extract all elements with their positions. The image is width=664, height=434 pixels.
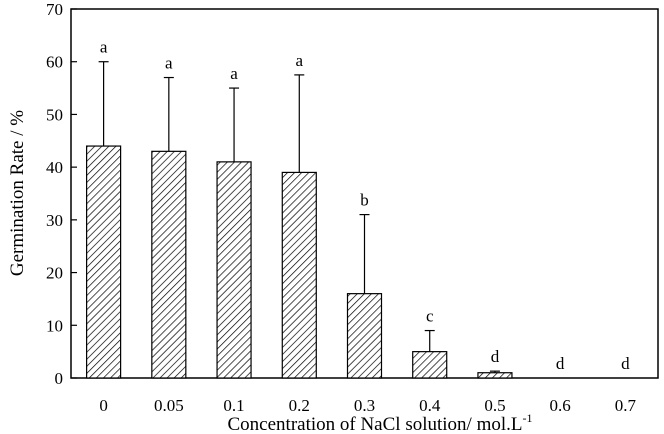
y-axis-ticks: 0 10 20 30 40 50 60 70 <box>46 0 77 388</box>
bar <box>346 293 383 379</box>
significance-label: b <box>360 191 369 210</box>
x-tick-label: 0.3 <box>354 396 375 415</box>
x-tick-label: 0.05 <box>154 396 184 415</box>
y-tick-label: 40 <box>46 158 63 177</box>
y-tick-label: 20 <box>46 264 63 283</box>
x-tick-label: 0.1 <box>223 396 244 415</box>
y-tick-label: 60 <box>46 53 63 72</box>
bar <box>216 161 252 379</box>
x-tick-label: 0.6 <box>550 396 571 415</box>
y-tick-label: 50 <box>46 105 63 124</box>
bar <box>151 150 187 379</box>
bar <box>412 351 448 379</box>
significance-label: d <box>621 354 630 373</box>
significance-label: d <box>491 347 500 366</box>
x-axis-ticks: 0 0.05 0.1 0.2 0.3 0.4 0.5 0.6 0.7 <box>99 396 636 415</box>
significance-label: a <box>100 38 108 57</box>
x-tick-label: 0 <box>99 396 108 415</box>
x-axis-title-superscript: -1 <box>523 411 533 425</box>
significance-label: c <box>426 307 434 326</box>
significance-label: a <box>230 64 238 83</box>
x-tick-label: 0.2 <box>289 396 310 415</box>
y-tick-label: 0 <box>55 369 64 388</box>
bar <box>86 145 122 379</box>
bars: a a a a b c d d d <box>86 38 630 379</box>
y-tick-label: 10 <box>46 316 63 335</box>
bar <box>281 171 317 379</box>
bar <box>477 372 513 379</box>
y-tick-label: 30 <box>46 211 63 230</box>
y-tick-label: 70 <box>46 0 63 19</box>
x-tick-label: 0.7 <box>615 396 637 415</box>
significance-label: d <box>556 354 565 373</box>
y-axis-title: Germination Rate / % <box>7 110 28 276</box>
significance-label: a <box>296 51 304 70</box>
x-axis-title: Concentration of NaCl solution/ mol.L-1 <box>228 411 533 434</box>
x-tick-label: 0.5 <box>484 396 505 415</box>
significance-label: a <box>165 54 173 73</box>
x-axis-title-text: Concentration of NaCl solution/ mol.L <box>228 414 523 434</box>
x-tick-label: 0.4 <box>419 396 441 415</box>
